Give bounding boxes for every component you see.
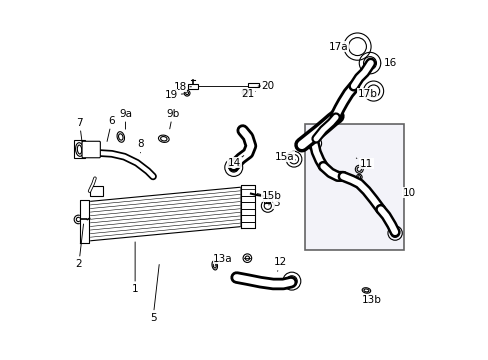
Text: 21: 21 bbox=[241, 89, 255, 99]
Text: 3: 3 bbox=[264, 197, 280, 208]
Bar bbox=[305, 125, 403, 250]
Text: 17b: 17b bbox=[357, 89, 377, 99]
Text: 2: 2 bbox=[75, 224, 83, 269]
Text: 13a: 13a bbox=[213, 254, 232, 265]
Bar bbox=[74, 140, 85, 158]
Text: 7: 7 bbox=[76, 118, 82, 142]
Text: 6: 6 bbox=[107, 116, 115, 141]
Text: 14: 14 bbox=[227, 156, 244, 168]
Bar bbox=[247, 83, 258, 87]
Text: 12: 12 bbox=[273, 257, 286, 271]
Bar bbox=[89, 186, 103, 196]
Text: 9b: 9b bbox=[166, 109, 179, 129]
Polygon shape bbox=[88, 187, 241, 241]
Text: 11: 11 bbox=[356, 158, 372, 169]
Text: 18: 18 bbox=[173, 82, 191, 92]
Text: 16: 16 bbox=[380, 58, 397, 68]
Text: 13b: 13b bbox=[361, 292, 381, 305]
Text: 20: 20 bbox=[258, 81, 274, 91]
Polygon shape bbox=[241, 185, 255, 228]
Text: 8: 8 bbox=[137, 139, 143, 153]
Text: 1: 1 bbox=[132, 242, 138, 294]
Text: 9a: 9a bbox=[119, 109, 132, 129]
Text: 10: 10 bbox=[402, 188, 415, 198]
Text: 4: 4 bbox=[257, 191, 270, 201]
Text: 15a: 15a bbox=[274, 152, 295, 162]
Polygon shape bbox=[80, 200, 88, 243]
Text: 5: 5 bbox=[149, 265, 159, 323]
Text: 19: 19 bbox=[164, 90, 183, 100]
FancyBboxPatch shape bbox=[82, 141, 100, 158]
Text: 15b: 15b bbox=[261, 191, 281, 205]
Text: 17a: 17a bbox=[328, 42, 347, 51]
